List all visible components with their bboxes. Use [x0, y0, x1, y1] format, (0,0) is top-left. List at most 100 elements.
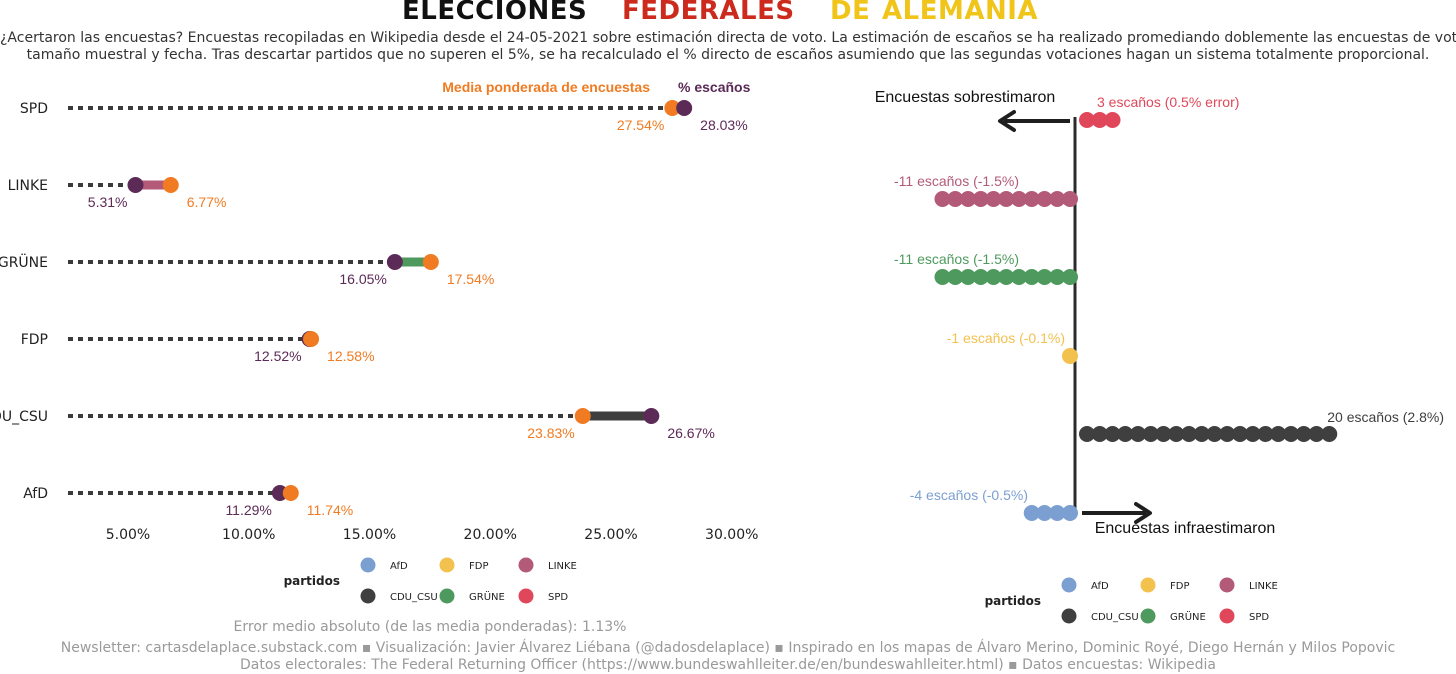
title-word-alemania: ALEMANIA: [882, 0, 1039, 26]
left-legend-title: partidos: [284, 574, 340, 588]
seat-dot-linke: [985, 191, 1002, 207]
seat-dot-afd: [1049, 505, 1066, 521]
seat-label-spd: 3 escaños (0.5% error): [1097, 94, 1239, 110]
left-legend-dot-fdp: [439, 557, 455, 573]
right-legend-label-spd: SPD: [1249, 612, 1269, 623]
chart-footer: Newsletter: cartasdelaplace.substack.com…: [0, 640, 1456, 674]
seat-dot-grune: [1023, 269, 1040, 285]
x-tick-label: 10.00%: [222, 527, 275, 543]
right-legend-dot-fdp: [1140, 577, 1156, 593]
seat-dot-cdu-csu: [1181, 426, 1197, 442]
right-legend-title: partidos: [985, 594, 1041, 608]
seat-dot-afd: [1062, 505, 1078, 521]
right-legend-dot-grune: [1140, 608, 1156, 624]
poll-dot-linke: [162, 177, 179, 193]
value-label-low-cdu-csu: 23.83%: [527, 425, 574, 441]
x-tick-label: 25.00%: [584, 527, 637, 543]
right-legend-dot-spd: [1219, 608, 1235, 624]
seat-dot-linke: [1036, 191, 1053, 207]
arrow-right-label: Encuestas infraestimaron: [1095, 520, 1276, 537]
seat-dot-cdu-csu: [1206, 426, 1223, 442]
value-label-low-grune: 16.05%: [339, 271, 386, 287]
seat-dot-grune: [1049, 269, 1066, 285]
seat-dot-grune: [985, 269, 1002, 285]
x-tick-label: 15.00%: [343, 527, 396, 543]
seat-dot-cdu-csu: [1283, 426, 1299, 442]
seat-dot-cdu-csu: [1257, 426, 1274, 442]
left-legend-dot-spd: [518, 588, 534, 604]
seat-dot-linke: [934, 191, 951, 207]
seat-dot-cdu-csu: [1155, 426, 1172, 442]
seat-dot-cdu-csu: [1321, 426, 1338, 442]
value-label-high-cdu-csu: 26.67%: [667, 425, 714, 441]
arrow-right-head: [1134, 502, 1152, 524]
seat-dot-grune: [934, 269, 951, 285]
party-label-cdu-csu: CDU_CSU: [0, 409, 48, 425]
left-legend-label-linke: LINKE: [548, 561, 577, 572]
x-tick-label: 20.00%: [464, 527, 517, 543]
party-label-afd: AfD: [23, 486, 48, 502]
poll-dot-fdp: [303, 331, 320, 347]
seat-label-fdp: -1 escaños (-0.1%): [947, 330, 1065, 346]
seat-dot-cdu-csu: [1232, 426, 1248, 442]
right-legend-dot-afd: [1061, 577, 1077, 593]
seat-dot-cdu-csu: [1079, 426, 1095, 442]
seat-dot-linke: [998, 191, 1015, 207]
value-label-low-afd: 11.29%: [225, 502, 271, 518]
seat-dot-spd: [1104, 112, 1121, 128]
left-legend-label-afd: AfD: [390, 561, 408, 572]
seat-dot-cdu-csu: [1104, 426, 1121, 442]
seat-dot-linke: [1062, 191, 1078, 207]
seat-dot-cdu-csu: [1270, 426, 1287, 442]
seat-dot-cdu-csu: [1117, 426, 1134, 442]
left-legend-label-grune: GRÜNE: [469, 590, 505, 603]
footer-credits: Newsletter: cartasdelaplace.substack.com…: [60, 640, 1396, 656]
value-label-high-grune: 17.54%: [447, 271, 494, 287]
right-legend-dot-linke: [1219, 577, 1235, 593]
seat-dot-cdu-csu: [1308, 426, 1325, 442]
seat-label-cdu-csu: 20 escaños (2.8%): [1327, 409, 1444, 425]
right-legend-label-grune: GRÜNE: [1170, 610, 1206, 623]
seat-dot-cdu-csu: [1193, 426, 1210, 442]
seat-dot-grune: [1062, 269, 1078, 285]
seat-dot-afd: [1036, 505, 1053, 521]
seat-dot-grune: [998, 269, 1015, 285]
seat-dot-cdu-csu: [1091, 426, 1108, 442]
seat-dot-grune: [972, 269, 989, 285]
left-legend-dot-grune: [439, 588, 455, 604]
party-label-fdp: FDP: [21, 332, 48, 348]
subtitle-line-1: ¿Acertaron las encuestas? Encuestas reco…: [0, 30, 1456, 46]
error-summary: Error medio absoluto (de las media ponde…: [234, 619, 627, 635]
seat-dot-grune: [1036, 269, 1053, 285]
right-legend-label-linke: LINKE: [1249, 581, 1278, 592]
title-word-elecciones: ELECCIONES: [402, 0, 588, 26]
seat-dot-afd: [1023, 505, 1040, 521]
seat-dot-spd: [676, 100, 693, 116]
left-legend-dot-linke: [518, 557, 534, 573]
left-legend-dot-afd: [360, 557, 376, 573]
seat-dot-cdu-csu: [1130, 426, 1146, 442]
seat-label-linke: -11 escaños (-1.5%): [894, 173, 1019, 189]
seat-error-chart: 3 escaños (0.5% error) -11 escaños (-1.5%…: [875, 89, 1444, 624]
poll-dot-spd: [664, 100, 681, 116]
party-label-spd: SPD: [20, 101, 48, 117]
value-label-high-spd: 28.03%: [700, 117, 747, 133]
left-legend-label-fdp: FDP: [469, 561, 488, 572]
seat-dot-grune: [947, 269, 964, 285]
seat-dot-linke: [960, 191, 976, 207]
left-legend-label-spd: SPD: [548, 592, 568, 603]
seat-dot-linke: [972, 191, 989, 207]
seat-dot-spd: [1091, 112, 1108, 128]
arrow-left-head: [998, 110, 1016, 132]
seat-dot-grune: [1011, 269, 1027, 285]
seat-dot-linke: [947, 191, 964, 207]
seat-dot-grune: [386, 254, 403, 270]
legend-poll-label: Media ponderada de encuestas: [442, 79, 650, 95]
value-label-high-linke: 6.77%: [187, 194, 227, 210]
seat-dot-cdu-csu: [643, 408, 660, 424]
value-label-high-afd: 11.74%: [307, 502, 353, 518]
poll-dot-cdu-csu: [574, 408, 591, 424]
right-legend-dot-cdu-csu: [1061, 608, 1077, 624]
right-legend-label-cdu-csu: CDU_CSU: [1091, 612, 1139, 623]
